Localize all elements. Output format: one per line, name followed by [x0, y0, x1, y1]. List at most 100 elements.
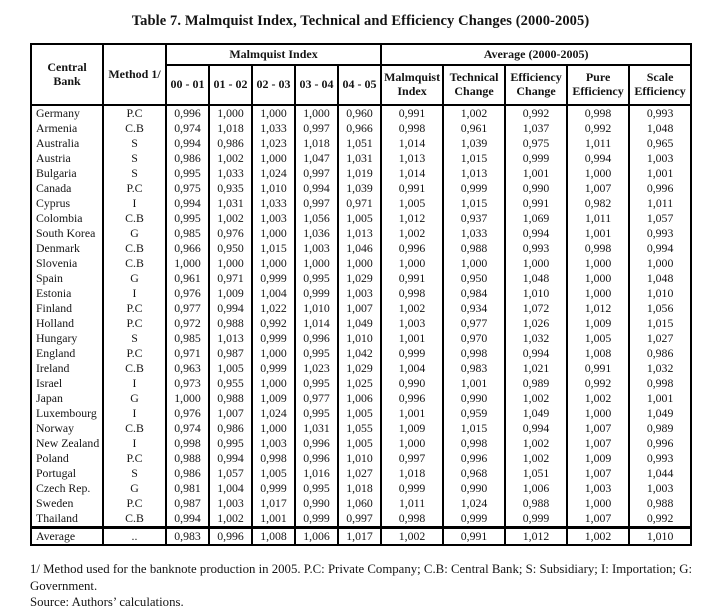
- column-header-method: Method 1/: [102, 43, 167, 106]
- value-cell: 0,995: [294, 376, 339, 391]
- value-cell: 1,002: [566, 527, 631, 545]
- value-cell: 0,992: [628, 511, 693, 528]
- value-cell: 1,055: [336, 421, 383, 436]
- column-group-malmquist-index: Malmquist Index: [164, 43, 383, 66]
- value-cell: 0,992: [566, 121, 631, 136]
- value-cell: 1,011: [566, 211, 631, 226]
- table-row: Slovenia C.B 1,000 1,000 1,000 1,000 1,000 1,00…: [30, 256, 693, 271]
- page-title: Table 7. Malmquist Index, Technical and …: [131, 13, 590, 29]
- value-cell: 1,007: [208, 406, 253, 421]
- value-cell: 1,000: [251, 376, 296, 391]
- value-cell: 1,002: [504, 436, 569, 451]
- value-cell: 0,974: [165, 121, 210, 136]
- bank-cell: Finland: [30, 301, 104, 316]
- value-cell: 1,039: [442, 136, 507, 151]
- value-cell: 0,994: [165, 511, 210, 528]
- method-cell: I: [102, 436, 167, 451]
- value-cell: 0,986: [165, 151, 210, 166]
- value-cell: 1,016: [294, 466, 339, 481]
- value-cell: 1,031: [208, 196, 253, 211]
- value-cell: 0,961: [165, 271, 210, 286]
- value-cell: 0,994: [504, 346, 569, 361]
- value-cell: 0,998: [442, 346, 507, 361]
- value-cell: 1,009: [566, 316, 631, 331]
- value-cell: 1,048: [628, 271, 693, 286]
- value-cell: 1,022: [251, 301, 296, 316]
- value-cell: 0,960: [336, 105, 383, 121]
- value-cell: 1,001: [380, 406, 445, 421]
- value-cell: 0,984: [442, 286, 507, 301]
- bank-cell: Thailand: [30, 511, 104, 528]
- bank-cell: England: [30, 346, 104, 361]
- value-cell: 1,000: [294, 256, 339, 271]
- value-cell: 0,994: [628, 241, 693, 256]
- method-cell: S: [102, 466, 167, 481]
- value-cell: 0,985: [165, 331, 210, 346]
- value-cell: 0,975: [165, 181, 210, 196]
- table-row: Israel I 0,973 0,955 1,000 0,995 1,025 0,990 1,0…: [30, 376, 693, 391]
- value-cell: 1,047: [294, 151, 339, 166]
- value-cell: 0,990: [442, 391, 507, 406]
- value-cell: 0,999: [380, 481, 445, 496]
- table-row: Cyprus I 0,994 1,031 1,033 0,997 0,971 1,005 1,0…: [30, 196, 693, 211]
- value-cell: 1,023: [294, 361, 339, 376]
- value-cell: 1,002: [380, 301, 445, 316]
- method-cell: I: [102, 196, 167, 211]
- value-cell: 0,995: [294, 271, 339, 286]
- value-cell: 1,000: [251, 105, 296, 121]
- method-cell: P.C: [102, 181, 167, 196]
- value-cell: 0,950: [442, 271, 507, 286]
- value-cell: 0,994: [165, 136, 210, 151]
- value-cell: 0,996: [628, 436, 693, 451]
- value-cell: 1,000: [165, 391, 210, 406]
- value-cell: 1,008: [566, 346, 631, 361]
- table-row: England P.C 0,971 0,987 1,000 0,995 1,042 0,999…: [30, 346, 693, 361]
- table-row: Luxembourg I 0,976 1,007 1,024 0,995 1,005 1,00…: [30, 406, 693, 421]
- value-cell: 0,996: [380, 241, 445, 256]
- value-cell: 0,988: [208, 316, 253, 331]
- value-cell: 0,998: [380, 286, 445, 301]
- value-cell: 0,983: [165, 527, 210, 545]
- value-cell: 1,007: [566, 511, 631, 528]
- value-cell: 0,970: [442, 331, 507, 346]
- value-cell: 0,991: [566, 361, 631, 376]
- value-cell: 1,002: [380, 226, 445, 241]
- value-cell: 1,056: [628, 301, 693, 316]
- column-header-efficiency-change: Efficiency Change: [504, 64, 569, 106]
- method-cell: C.B: [102, 121, 167, 136]
- column-header-00-01: 00 - 01: [165, 64, 210, 106]
- value-cell: 0,972: [165, 316, 210, 331]
- value-cell: 1,010: [336, 331, 383, 346]
- method-cell: C.B: [102, 361, 167, 376]
- value-cell: 0,966: [336, 121, 383, 136]
- column-header-04-05: 04 - 05: [336, 64, 383, 106]
- value-cell: 1,021: [504, 361, 569, 376]
- value-cell: 1,005: [336, 406, 383, 421]
- value-cell: 1,029: [336, 271, 383, 286]
- method-cell: ..: [102, 527, 167, 545]
- method-cell: G: [102, 391, 167, 406]
- value-cell: 1,024: [251, 406, 296, 421]
- value-cell: 0,976: [208, 226, 253, 241]
- value-cell: 0,992: [566, 376, 631, 391]
- value-cell: 1,000: [628, 256, 693, 271]
- value-cell: 1,072: [504, 301, 569, 316]
- value-cell: 0,986: [208, 136, 253, 151]
- value-cell: 0,971: [208, 271, 253, 286]
- value-cell: 0,934: [442, 301, 507, 316]
- value-cell: 0,977: [442, 316, 507, 331]
- table-row: Spain G 0,961 0,971 0,999 0,995 1,029 0,991 0,95…: [30, 271, 693, 286]
- value-cell: 0,993: [504, 241, 569, 256]
- bank-cell: Portugal: [30, 466, 104, 481]
- value-cell: 0,998: [380, 511, 445, 528]
- table-row: Japan G 1,000 0,988 1,009 0,977 1,006 0,996 0,99…: [30, 391, 693, 406]
- value-cell: 1,000: [251, 256, 296, 271]
- bank-cell: Norway: [30, 421, 104, 436]
- value-cell: 0,993: [628, 451, 693, 466]
- value-cell: 0,999: [504, 151, 569, 166]
- value-cell: 1,015: [442, 196, 507, 211]
- value-cell: 0,973: [165, 376, 210, 391]
- value-cell: 0,989: [504, 376, 569, 391]
- value-cell: 0,988: [628, 496, 693, 511]
- value-cell: 1,049: [336, 316, 383, 331]
